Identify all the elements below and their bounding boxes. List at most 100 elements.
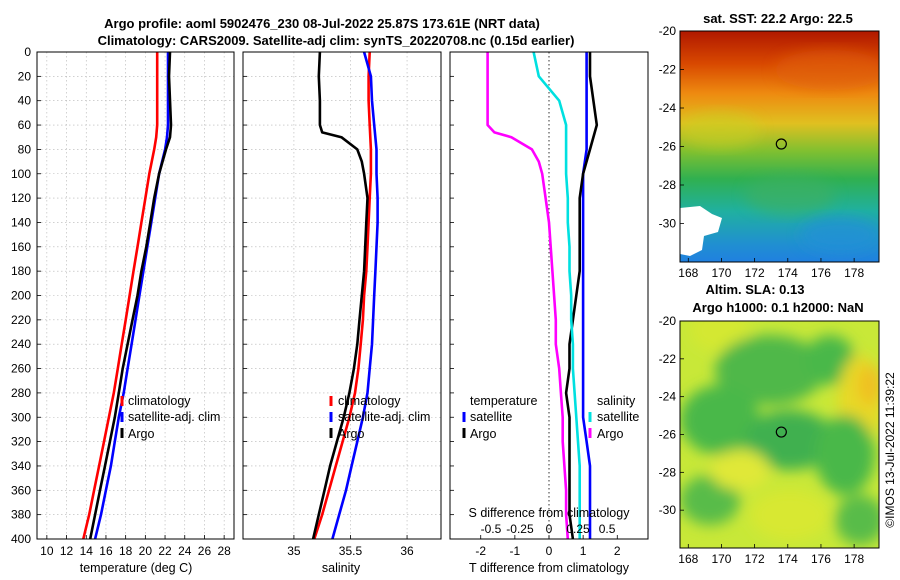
difference-series-temperature-argo (564, 52, 599, 540)
footer-stamp: ©IMOS 13-Jul-2022 11:39:22 (883, 372, 897, 528)
depth-tick-label: 260 (11, 362, 31, 376)
depth-axis-labels: 0 20 40 60 80 100 120 140 160 180 200 220 240 260 280 3… (11, 45, 31, 546)
depth-tick-label: 0 (24, 45, 31, 59)
salinity-legend: climatology satellite-adj. clim Argo (329, 394, 430, 441)
temperature-x-tick-label: 14 (80, 544, 94, 558)
temperature-legend: climatology satellite-adj. clim Argo (120, 394, 220, 441)
sst-map: -20 -22 -24 -26 -28 -30 168 170 172 174 176 178 (659, 24, 880, 280)
legend-label-t-satellite: satellite (470, 410, 512, 424)
argo-position-marker (775, 426, 787, 438)
difference-s-tick-labels: -0.5 -0.25 0 0.25 0.5 (481, 522, 616, 536)
legend-label-climatology: climatology (128, 394, 191, 408)
salinity-series (311, 51, 379, 540)
temperature-x-label: temperature (deg C) (80, 561, 193, 575)
map-x-tick-label: 172 (745, 552, 765, 566)
temperature-grid (37, 51, 234, 540)
sst-y-ticks: -20 -22 -24 -26 -28 -30 (659, 24, 684, 231)
depth-tick-label: 300 (11, 410, 31, 424)
map-y-tick-label: -26 (659, 428, 677, 442)
sst-field (680, 31, 879, 262)
depth-tick-label: 360 (11, 483, 31, 497)
map-x-tick-label: 170 (711, 552, 731, 566)
salinity-series-climatology (313, 51, 373, 540)
salinity-x-label: salinity (322, 561, 361, 575)
sla-map-title-line-2: Argo h1000: 0.1 h2000: NaN (692, 300, 863, 315)
difference-x-tick-label: 2 (614, 544, 621, 558)
map-y-tick-label: -24 (659, 101, 677, 115)
temperature-panel: 10 12 14 16 18 20 22 24 26 28 temperature (deg C)… (36, 51, 235, 575)
sst-map-title: sat. SST: 22.2 Argo: 22.5 (703, 11, 853, 26)
map-x-tick-label: 168 (678, 552, 698, 566)
s-diff-tick-label: 0 (546, 522, 553, 536)
depth-tick-label: 80 (18, 142, 32, 156)
depth-tick-label: 380 (11, 508, 31, 522)
legend-label-temperature: temperature (470, 394, 537, 408)
map-y-tick-label: -22 (659, 352, 677, 366)
legend-label-salinity: salinity (597, 394, 636, 408)
map-y-tick-label: -28 (659, 178, 677, 192)
map-x-tick-label: 172 (745, 266, 765, 280)
depth-tick-label: 180 (11, 264, 31, 278)
salinity-series-argo (311, 51, 369, 540)
salinity-panel: 35 35.5 36 salinity climatology satellite-… (242, 51, 442, 575)
depth-tick-label: 160 (11, 240, 31, 254)
temperature-x-tick-label: 16 (99, 544, 113, 558)
s-diff-tick-label: 0.25 (566, 522, 590, 536)
figure-title-line-2: Climatology: CARS2009. Satellite-adj cli… (98, 33, 575, 48)
salinity-x-ticks: 35 35.5 36 (243, 51, 414, 558)
depth-tick-label: 280 (11, 386, 31, 400)
depth-tick-label: 240 (11, 337, 31, 351)
temperature-series-satellite-adj-clim (93, 52, 170, 540)
map-y-tick-label: -20 (659, 314, 677, 328)
difference-s-label: S difference from climatology (469, 506, 631, 520)
temperature-series (82, 51, 173, 540)
depth-tick-label: 200 (11, 289, 31, 303)
difference-legend: temperature salinity satellite satellite… (462, 394, 639, 441)
difference-x-tick-label: 0 (546, 544, 553, 558)
difference-x-ticks: -2 -1 0 1 2 (450, 51, 621, 558)
difference-x-tick-label: -1 (510, 544, 521, 558)
sst-x-ticks: 168 170 172 174 176 178 (678, 258, 864, 280)
s-diff-tick-label: 0.5 (599, 522, 616, 536)
temperature-x-tick-label: 20 (139, 544, 153, 558)
difference-series-salinity-satellite (532, 51, 582, 539)
sla-blobs (680, 321, 879, 545)
map-x-tick-label: 174 (778, 266, 798, 280)
legend-label-satellite-adj: satellite-adj. clim (338, 410, 430, 424)
map-y-tick-label: -24 (659, 390, 677, 404)
salinity-series-satellite-adj-clim (331, 51, 379, 540)
map-x-tick-label: 176 (811, 552, 831, 566)
map-x-tick-label: 176 (811, 266, 831, 280)
s-diff-tick-label: -0.5 (481, 522, 502, 536)
salinity-x-tick-label: 35.5 (339, 544, 363, 558)
sla-y-ticks: -20 -22 -24 -26 -28 -30 (659, 314, 684, 517)
depth-tick-label: 60 (18, 118, 32, 132)
legend-label-climatology: climatology (338, 394, 401, 408)
temperature-x-tick-label: 18 (119, 544, 133, 558)
sla-map-title-line-1: Altim. SLA: 0.13 (706, 282, 805, 297)
difference-x-tick-label: -2 (475, 544, 486, 558)
difference-x-tick-label: 1 (580, 544, 587, 558)
map-x-tick-label: 178 (844, 552, 864, 566)
argo-position-marker (775, 138, 787, 150)
legend-label-s-argo: Argo (597, 427, 623, 441)
difference-panel: -2 -1 0 1 2 -0.5 -0.25 0 0.25 0.5 S difference f… (449, 51, 649, 575)
s-diff-tick-label: -0.25 (506, 522, 534, 536)
map-y-tick-label: -30 (659, 503, 677, 517)
depth-tick-label: 400 (11, 532, 31, 546)
temperature-x-tick-label: 10 (40, 544, 54, 558)
temperature-x-tick-label: 12 (60, 544, 74, 558)
depth-tick-label: 220 (11, 313, 31, 327)
temperature-x-tick-label: 26 (198, 544, 212, 558)
legend-label-s-satellite: satellite (597, 410, 639, 424)
sst-missing-data (680, 206, 722, 256)
map-x-tick-label: 174 (778, 552, 798, 566)
temperature-series-climatology (82, 52, 159, 540)
temperature-x-ticks: 10 12 14 16 18 20 22 24 26 28 (37, 51, 231, 558)
temperature-x-tick-label: 24 (178, 544, 192, 558)
depth-tick-label: 120 (11, 191, 31, 205)
sla-x-ticks: 168 170 172 174 176 178 (678, 544, 864, 566)
legend-label-satellite-adj: satellite-adj. clim (128, 410, 220, 424)
depth-tick-label: 40 (18, 94, 32, 108)
